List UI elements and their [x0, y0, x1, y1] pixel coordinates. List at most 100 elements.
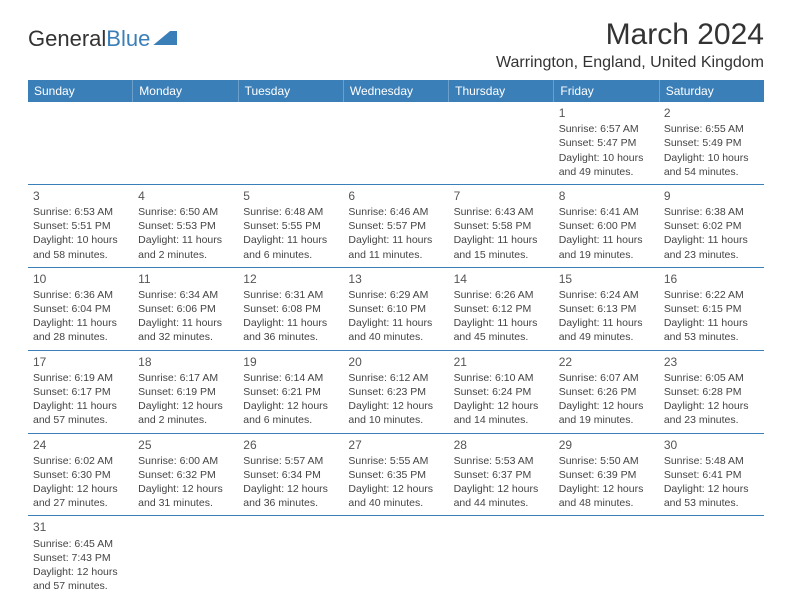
calendar-cell-empty: [238, 102, 343, 184]
daylight-line1: Daylight: 12 hours: [33, 482, 127, 496]
calendar-cell-empty: [133, 516, 238, 598]
day-number: 11: [138, 271, 232, 287]
daylight-line1: Daylight: 12 hours: [559, 399, 653, 413]
daylight-line1: Daylight: 10 hours: [33, 233, 127, 247]
day-number: 1: [559, 105, 653, 121]
sunrise-text: Sunrise: 6:24 AM: [559, 288, 653, 302]
sunset-text: Sunset: 6:02 PM: [664, 219, 758, 233]
sunset-text: Sunset: 6:06 PM: [138, 302, 232, 316]
daylight-line2: and 10 minutes.: [348, 413, 442, 427]
daylight-line1: Daylight: 12 hours: [454, 399, 548, 413]
sunset-text: Sunset: 6:34 PM: [243, 468, 337, 482]
day-number: 28: [454, 437, 548, 453]
daylight-line1: Daylight: 12 hours: [664, 482, 758, 496]
sunrise-text: Sunrise: 6:14 AM: [243, 371, 337, 385]
sunrise-text: Sunrise: 6:07 AM: [559, 371, 653, 385]
day-number: 9: [664, 188, 758, 204]
calendar-cell: 16Sunrise: 6:22 AMSunset: 6:15 PMDayligh…: [659, 268, 764, 350]
calendar-cell: 18Sunrise: 6:17 AMSunset: 6:19 PMDayligh…: [133, 351, 238, 433]
daylight-line1: Daylight: 11 hours: [348, 233, 442, 247]
sunrise-text: Sunrise: 5:50 AM: [559, 454, 653, 468]
sunrise-text: Sunrise: 6:55 AM: [664, 122, 758, 136]
calendar-cell: 9Sunrise: 6:38 AMSunset: 6:02 PMDaylight…: [659, 185, 764, 267]
sunset-text: Sunset: 6:37 PM: [454, 468, 548, 482]
sunset-text: Sunset: 6:39 PM: [559, 468, 653, 482]
calendar-cell: 11Sunrise: 6:34 AMSunset: 6:06 PMDayligh…: [133, 268, 238, 350]
sunset-text: Sunset: 6:13 PM: [559, 302, 653, 316]
sunrise-text: Sunrise: 6:00 AM: [138, 454, 232, 468]
daylight-line2: and 2 minutes.: [138, 248, 232, 262]
daylight-line2: and 57 minutes.: [33, 579, 127, 593]
calendar-cell: 2Sunrise: 6:55 AMSunset: 5:49 PMDaylight…: [659, 102, 764, 184]
day-number: 21: [454, 354, 548, 370]
sunset-text: Sunset: 6:00 PM: [559, 219, 653, 233]
calendar-cell-empty: [28, 102, 133, 184]
daylight-line1: Daylight: 11 hours: [664, 316, 758, 330]
day-number: 25: [138, 437, 232, 453]
calendar-cell-empty: [343, 516, 448, 598]
daylight-line2: and 11 minutes.: [348, 248, 442, 262]
sunset-text: Sunset: 5:47 PM: [559, 136, 653, 150]
daylight-line1: Daylight: 11 hours: [33, 316, 127, 330]
sunset-text: Sunset: 5:58 PM: [454, 219, 548, 233]
daylight-line2: and 40 minutes.: [348, 496, 442, 510]
calendar-cell: 30Sunrise: 5:48 AMSunset: 6:41 PMDayligh…: [659, 434, 764, 516]
day-number: 8: [559, 188, 653, 204]
daylight-line2: and 49 minutes.: [559, 165, 653, 179]
daylight-line1: Daylight: 12 hours: [138, 399, 232, 413]
daylight-line2: and 58 minutes.: [33, 248, 127, 262]
daylight-line1: Daylight: 12 hours: [664, 399, 758, 413]
daylight-line2: and 6 minutes.: [243, 413, 337, 427]
sail-icon: [153, 31, 177, 45]
day-number: 19: [243, 354, 337, 370]
sunset-text: Sunset: 6:35 PM: [348, 468, 442, 482]
sunset-text: Sunset: 7:43 PM: [33, 551, 127, 565]
daylight-line1: Daylight: 12 hours: [33, 565, 127, 579]
daylight-line2: and 40 minutes.: [348, 330, 442, 344]
calendar-row: 17Sunrise: 6:19 AMSunset: 6:17 PMDayligh…: [28, 351, 764, 434]
daylight-line2: and 44 minutes.: [454, 496, 548, 510]
daylight-line2: and 53 minutes.: [664, 330, 758, 344]
daylight-line2: and 54 minutes.: [664, 165, 758, 179]
sunrise-text: Sunrise: 6:26 AM: [454, 288, 548, 302]
calendar-row: 31Sunrise: 6:45 AMSunset: 7:43 PMDayligh…: [28, 516, 764, 598]
calendar-cell: 10Sunrise: 6:36 AMSunset: 6:04 PMDayligh…: [28, 268, 133, 350]
calendar-cell: 24Sunrise: 6:02 AMSunset: 6:30 PMDayligh…: [28, 434, 133, 516]
calendar-row: 24Sunrise: 6:02 AMSunset: 6:30 PMDayligh…: [28, 434, 764, 517]
day-number: 27: [348, 437, 442, 453]
sunrise-text: Sunrise: 6:46 AM: [348, 205, 442, 219]
daylight-line2: and 19 minutes.: [559, 248, 653, 262]
sunset-text: Sunset: 6:24 PM: [454, 385, 548, 399]
sunrise-text: Sunrise: 5:53 AM: [454, 454, 548, 468]
day-number: 31: [33, 519, 127, 535]
daylight-line2: and 23 minutes.: [664, 248, 758, 262]
daylight-line2: and 6 minutes.: [243, 248, 337, 262]
day-number: 12: [243, 271, 337, 287]
daylight-line1: Daylight: 11 hours: [243, 316, 337, 330]
day-number: 4: [138, 188, 232, 204]
daylight-line1: Daylight: 11 hours: [454, 233, 548, 247]
daylight-line1: Daylight: 12 hours: [348, 399, 442, 413]
brand-part1: General: [28, 26, 106, 52]
daylight-line2: and 15 minutes.: [454, 248, 548, 262]
calendar-cell: 20Sunrise: 6:12 AMSunset: 6:23 PMDayligh…: [343, 351, 448, 433]
calendar-cell: 15Sunrise: 6:24 AMSunset: 6:13 PMDayligh…: [554, 268, 659, 350]
calendar-cell: 22Sunrise: 6:07 AMSunset: 6:26 PMDayligh…: [554, 351, 659, 433]
sunrise-text: Sunrise: 6:38 AM: [664, 205, 758, 219]
calendar: Sunday Monday Tuesday Wednesday Thursday…: [28, 80, 764, 598]
sunrise-text: Sunrise: 6:50 AM: [138, 205, 232, 219]
location: Warrington, England, United Kingdom: [496, 54, 764, 72]
daylight-line1: Daylight: 10 hours: [559, 151, 653, 165]
daylight-line1: Daylight: 11 hours: [559, 233, 653, 247]
daylight-line1: Daylight: 11 hours: [33, 399, 127, 413]
sunset-text: Sunset: 6:08 PM: [243, 302, 337, 316]
sunrise-text: Sunrise: 6:48 AM: [243, 205, 337, 219]
sunset-text: Sunset: 6:19 PM: [138, 385, 232, 399]
sunset-text: Sunset: 5:51 PM: [33, 219, 127, 233]
calendar-cell: 27Sunrise: 5:55 AMSunset: 6:35 PMDayligh…: [343, 434, 448, 516]
day-number: 30: [664, 437, 758, 453]
daylight-line2: and 53 minutes.: [664, 496, 758, 510]
daylight-line2: and 57 minutes.: [33, 413, 127, 427]
daylight-line2: and 27 minutes.: [33, 496, 127, 510]
sunrise-text: Sunrise: 6:17 AM: [138, 371, 232, 385]
